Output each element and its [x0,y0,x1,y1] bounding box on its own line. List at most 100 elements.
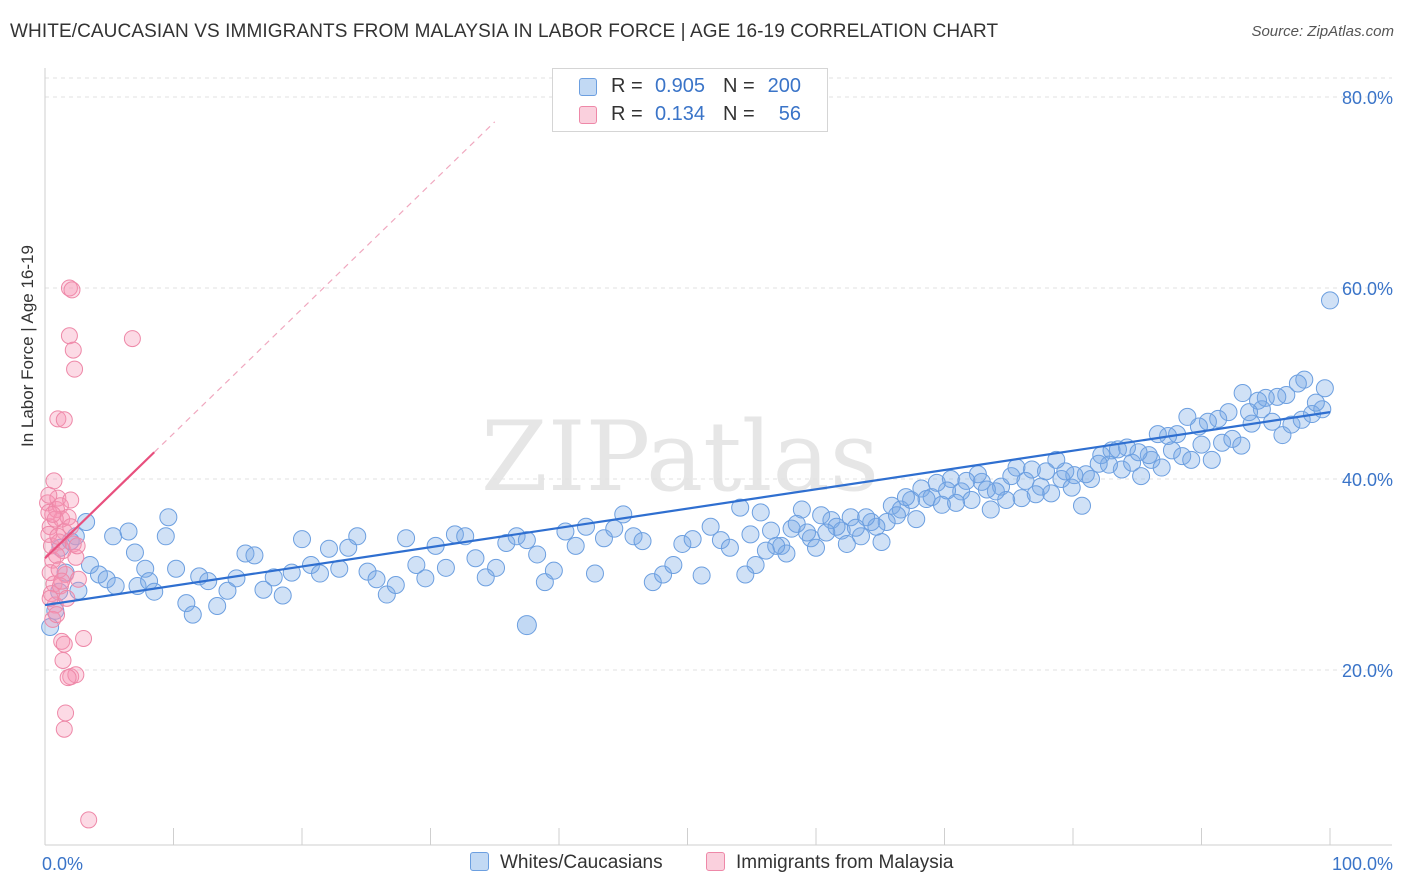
whites-point-13 [97,570,116,589]
whites-point-44 [367,570,386,589]
whites-point-70 [624,527,643,546]
whites-point-152 [1209,409,1228,428]
whites-point-104 [962,491,981,510]
malaysia-point-42 [55,720,73,738]
whites-point-71 [633,532,652,551]
malaysia-point-16 [50,533,68,551]
whites-point-7 [77,512,96,531]
whites-point-127 [1192,435,1211,454]
whites-point-112 [1042,484,1061,503]
y-tick-label-60: 60.0% [1342,279,1393,299]
whites-point-48 [407,555,426,574]
whites-point-86 [782,519,801,538]
whites-point-190 [827,517,846,536]
whites-point-175 [977,480,996,499]
whites-point-189 [837,534,856,553]
whites-point-43 [358,562,377,581]
whites-point-87 [792,500,811,519]
whites-point-20 [145,582,164,601]
whites-point-19 [156,527,175,546]
whites-point-168 [1047,450,1066,469]
whites-point-197 [756,541,775,560]
malaysia-point-33 [64,341,82,359]
whites-point-38 [310,564,329,583]
whites-point-159 [1139,446,1158,465]
whites-point-160 [1129,443,1148,462]
whites-point-14 [106,576,125,595]
whites-point-130 [1223,429,1242,448]
x-tick-label-100: 100.0% [1332,854,1393,874]
whites-point-39 [319,539,338,558]
bottom-legend-swatch-malaysia [706,852,725,871]
legend-row-whites: R = 0.905 N = 200 [553,73,827,101]
whites-point-36 [293,530,311,549]
whites-point-170 [1026,485,1045,504]
whites-point-185 [877,512,896,531]
whites-point-116 [1081,470,1100,488]
whites-point-76 [683,530,702,549]
legend-n-value-whites: 200 [767,75,801,97]
malaysia-point-54 [53,572,71,590]
whites-point-83 [751,503,770,522]
whites-point-89 [812,506,831,525]
whites-point-141 [1315,379,1334,398]
whites-point-126 [1182,450,1201,469]
whites-point-181 [917,490,936,509]
whites-point-81 [731,498,750,517]
whites-point-195 [777,544,796,563]
legend-swatch-malaysia [579,106,597,124]
whites-point-110 [1022,460,1041,479]
malaysia-point-20 [58,589,76,607]
whites-point-174 [986,482,1005,501]
whites-point-199 [736,565,755,584]
whites-point-178 [947,493,966,512]
whites-trend-line [44,411,1331,607]
whites-point-183 [896,488,915,507]
malaysia-point-31 [63,281,81,299]
stats-legend: R = 0.905 N = 200 R = 0.134 N = 56 [552,68,828,132]
whites-point-47 [397,529,416,548]
whites-point-31 [245,546,264,565]
whites-point-177 [957,471,976,490]
whites-point-64 [566,536,585,555]
whites-point-179 [938,481,957,500]
whites-point-33 [264,568,283,587]
whites-point-32 [254,580,273,599]
whites-point-28 [218,581,237,600]
malaysia-point-51 [59,669,77,687]
whites-point-142 [1306,393,1325,412]
whites-point-109 [1012,489,1031,508]
whites-point-54 [466,549,485,568]
whites-point-77 [692,566,711,585]
whites-point-69 [614,505,633,524]
whites-point-121 [1132,467,1151,486]
whites-point-11 [104,527,123,546]
whites-point-180 [927,473,946,492]
whites-point-194 [787,514,806,533]
malaysia-trend-line [44,451,155,560]
whites-point-56 [487,558,506,577]
whites-point-182 [907,510,926,529]
whites-point-51 [436,558,455,577]
whites-point-outlier [516,615,537,636]
malaysia-point-50 [54,651,72,669]
whites-point-80 [720,538,739,557]
whites-point-140 [1321,291,1339,310]
whites-point-124 [1162,441,1181,460]
whites-point-34 [273,586,292,605]
whites-point-123 [1152,458,1171,477]
whites-point-93 [851,527,870,546]
malaysia-point-32 [60,327,78,345]
whites-point-95 [872,533,891,552]
whites-point-98 [902,491,921,510]
malaysia-point-43 [80,811,98,829]
whites-point-42 [348,527,367,546]
whites-point-145 [1277,385,1296,404]
chart-title: WHITE/CAUCASIAN VS IMMIGRANTS FROM MALAY… [10,21,999,42]
whites-point-78 [701,517,720,536]
whites-point-149 [1240,403,1259,422]
legend-r-value-whites: 0.905 [654,75,705,97]
y-tick-label-80: 80.0% [1342,88,1393,108]
whites-point-196 [767,536,786,555]
whites-point-150 [1233,384,1252,403]
